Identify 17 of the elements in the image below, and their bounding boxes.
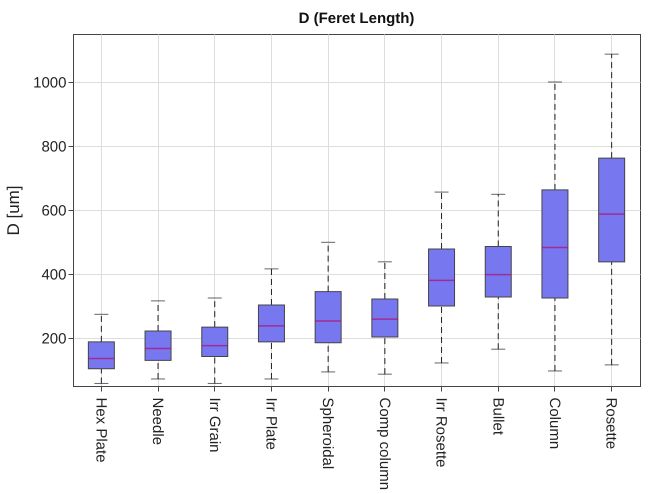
x-tick-label: Column bbox=[546, 398, 563, 450]
x-tick-label: Rosette bbox=[602, 398, 620, 450]
y-tick-label: 600 bbox=[41, 202, 66, 220]
x-tick-label: Spheroidal bbox=[319, 398, 336, 470]
x-tick-label: Irr Grain bbox=[206, 398, 223, 453]
y-tick-label: 400 bbox=[41, 266, 66, 284]
x-tick-label: Hex Plate bbox=[92, 398, 110, 463]
y-tick-label: 800 bbox=[41, 138, 66, 156]
x-tick-label: Irr Rosette bbox=[432, 398, 450, 468]
y-axis-title: D [um] bbox=[4, 185, 24, 236]
x-tick-label: Bullet bbox=[489, 398, 506, 436]
y-tick-label: 1000 bbox=[33, 74, 66, 92]
x-tick-label: Comp column bbox=[376, 398, 393, 490]
x-tick-label: Irr Plate bbox=[262, 398, 280, 450]
x-tick-label: Needle bbox=[149, 398, 166, 446]
chart-title: D (Feret Length) bbox=[298, 10, 414, 27]
y-tick-label: 200 bbox=[41, 330, 66, 348]
